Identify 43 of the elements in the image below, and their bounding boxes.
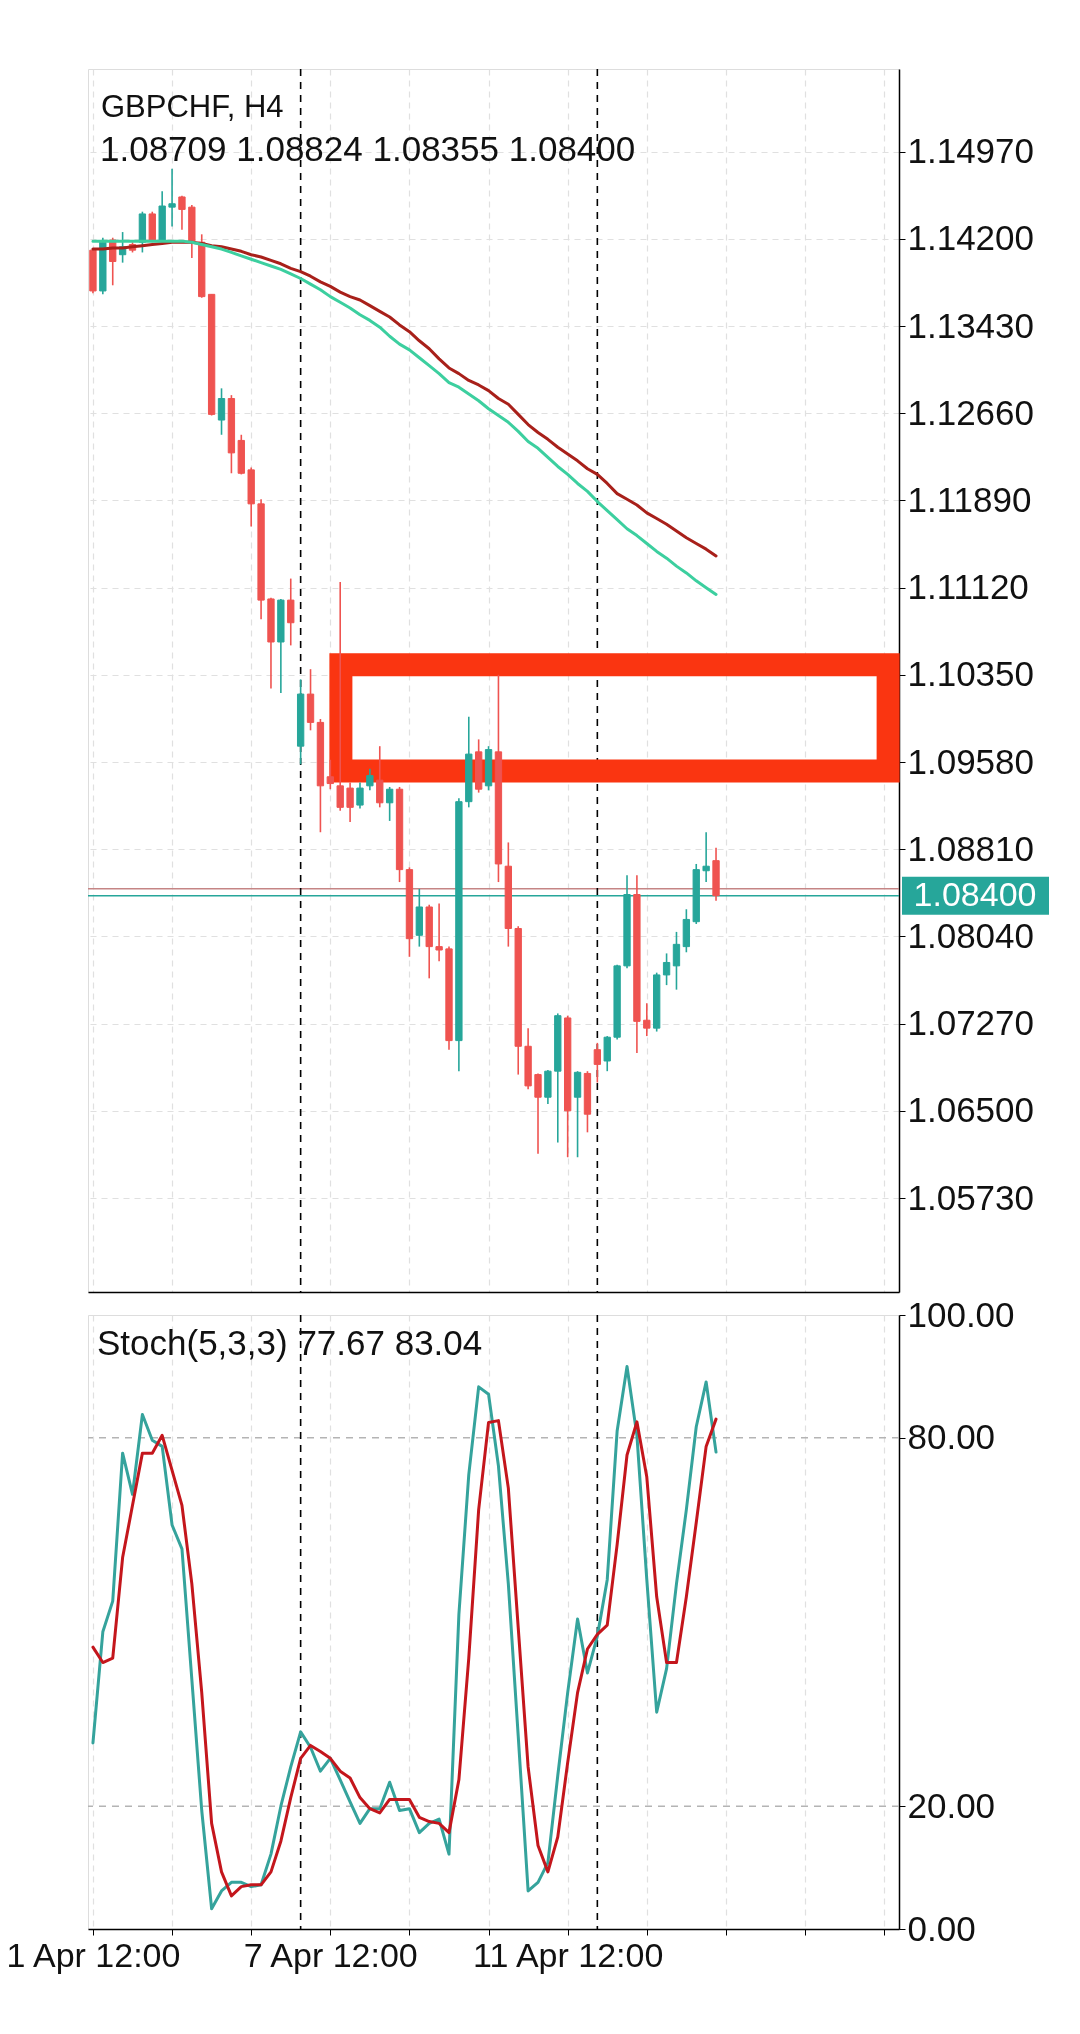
candlestick: [593, 1042, 602, 1084]
candlestick: [385, 786, 394, 822]
candlestick: [376, 745, 384, 809]
chart-title: Stoch(5,3,3) 77.67 83.04: [97, 1323, 483, 1362]
y-tick-label: 1.13430: [907, 305, 1035, 345]
y-tick-label: 1.09580: [907, 741, 1035, 781]
y-tick-label: 1.11120: [907, 567, 1029, 607]
y-tick-label: 1.12660: [907, 392, 1035, 432]
candlestick: [662, 952, 671, 986]
y-tick-label: 0.00: [907, 1908, 976, 1948]
candlestick: [435, 902, 443, 963]
y-tick-label: 1.14970: [907, 131, 1035, 171]
candlestick: [672, 931, 681, 991]
text: 1.08709 1.08824 1.08355 1.08400: [100, 129, 636, 168]
candlestick: [287, 577, 295, 647]
candlestick: [178, 195, 186, 231]
ref-line-label: 1.08400: [913, 874, 1037, 913]
candlestick: [217, 387, 226, 436]
candlestick: [336, 581, 344, 812]
x-tick-label: 7 Apr 12:00: [243, 1935, 418, 1974]
x-tick-label: 1 Apr 12:00: [6, 1935, 181, 1974]
y-tick-label: 1.06500: [907, 1090, 1035, 1130]
y-tick-label: 1.08040: [907, 915, 1035, 955]
y-tick-label: 1.11890: [907, 479, 1032, 519]
candlestick: [534, 1072, 542, 1155]
candlestick: [643, 1002, 651, 1037]
candlestick: [168, 167, 176, 228]
y-tick-label: 20.00: [907, 1785, 996, 1825]
y-tick-label: 1.10350: [907, 654, 1035, 694]
y-tick-label: 100.00: [907, 1294, 1015, 1334]
candlestick: [346, 781, 354, 823]
candlestick: [326, 758, 334, 791]
candlestick: [603, 1035, 611, 1072]
y-tick-label: 1.07270: [907, 1003, 1035, 1043]
y-tick-label: 1.05730: [907, 1177, 1035, 1217]
y-tick-label: 1.14200: [907, 218, 1035, 258]
y-tick-label: 1.08810: [907, 828, 1035, 868]
candlestick: [366, 768, 374, 792]
y-tick-label: 80.00: [907, 1417, 996, 1457]
x-tick-label: 11 Apr 12:00: [473, 1935, 664, 1974]
candlestick: [356, 781, 364, 810]
candlestick: [702, 831, 710, 883]
text: GBPCHF, H4: [101, 89, 284, 124]
